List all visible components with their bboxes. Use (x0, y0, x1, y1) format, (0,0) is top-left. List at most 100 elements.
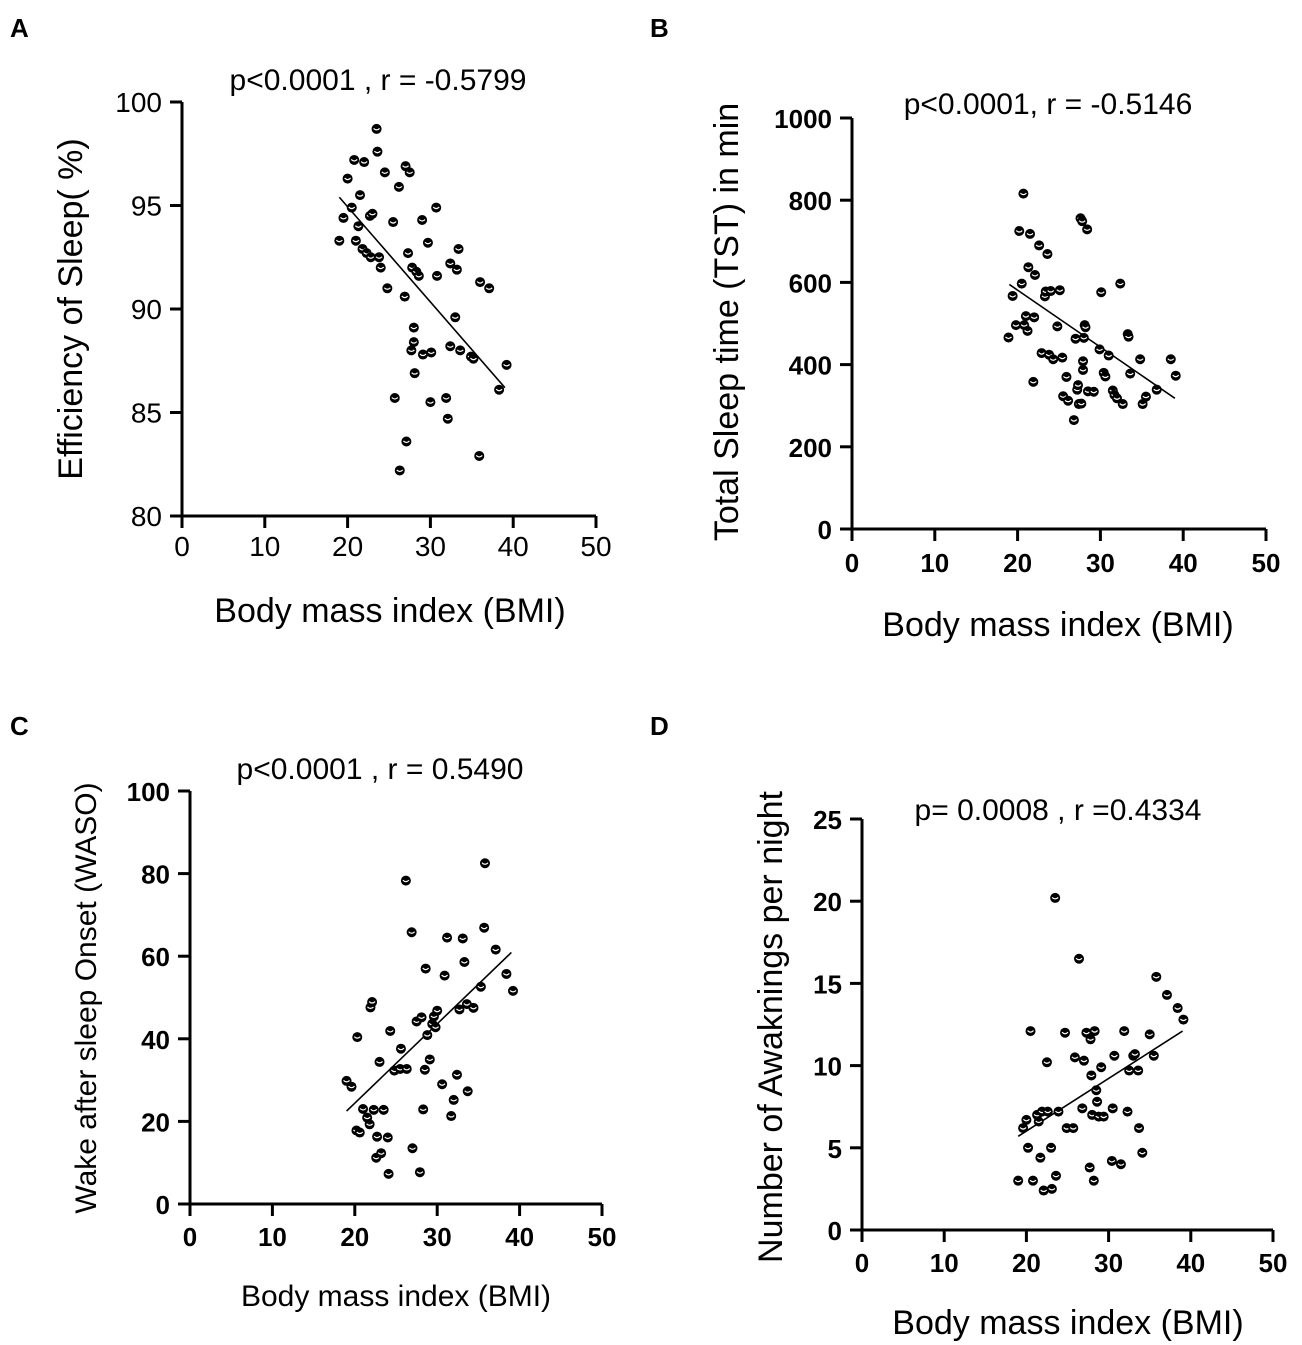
panel-b-data-point (1007, 290, 1018, 301)
panel-b-x-tick-label: 40 (1169, 548, 1198, 578)
panel-b-data-point (1029, 312, 1040, 323)
panel-b-label: B (650, 13, 669, 43)
panel-c-data-point (406, 927, 417, 938)
panel-b-x-tick-label: 50 (1252, 548, 1281, 578)
panel-b-data-point (1010, 320, 1021, 331)
panel-a-data-point (403, 248, 414, 259)
panel-b-data-point (1068, 415, 1079, 426)
panel-a-data-point (453, 243, 464, 254)
panel-d-data-point (1050, 1170, 1061, 1181)
panel-c-data-point (448, 1094, 459, 1105)
panel-b-data-point (1003, 332, 1014, 343)
panel-c-data-point (479, 858, 490, 869)
panel-d-data-point (1074, 953, 1085, 964)
panel-a-data-point (399, 291, 410, 302)
panel-c-x-tick-label: 50 (588, 1222, 617, 1252)
panel-a-data-point (408, 322, 419, 333)
panel-b-y-tick-label: 400 (789, 351, 832, 381)
panel-b-data-point (1054, 285, 1065, 296)
panel-a-data-point (401, 436, 412, 447)
panel-d-y-axis-title: Number of Awaknings per night (752, 791, 790, 1263)
panel-b-data-point (1025, 228, 1036, 239)
panel-a-data-point (426, 347, 437, 358)
panel-d-data-point (1109, 1050, 1120, 1061)
panel-a-data-point (367, 208, 378, 219)
panel-d-data-point (1035, 1152, 1046, 1163)
panel-c-y-tick-label: 40 (141, 1025, 170, 1055)
panel-b-data-point (1140, 391, 1151, 402)
panel-a-data-point (388, 217, 399, 228)
panel-d-plot: 0 5 10 15 20 25 0 10 20 30 40 50 (813, 805, 1287, 1278)
panel-b-data-point (1078, 332, 1089, 343)
panel-c-data-point (395, 1043, 406, 1054)
panel-a-data-point (334, 235, 345, 246)
panel-a-x-axis-title: Body mass index (BMI) (214, 592, 565, 630)
panel-b-x-tick-label: 30 (1086, 548, 1115, 578)
panel-c-y-tick-label: 100 (127, 777, 170, 807)
panel-d-data-point (1122, 1106, 1133, 1117)
panel-b-data-point (1022, 325, 1033, 336)
panel-a-y-axis-title: Efficiency of Sleep( %) (52, 138, 90, 479)
panel-d-data-point (1119, 1026, 1130, 1037)
panel-a-data-point (379, 167, 390, 178)
panel-d-data-point (1091, 1085, 1102, 1096)
panel-c-data-point (437, 1079, 448, 1090)
panel-b-data-point (1042, 249, 1053, 260)
panel-c-data-point (430, 1022, 441, 1033)
panel-a-data-point (404, 167, 415, 178)
panel-c-data-point (462, 1086, 473, 1097)
panel-c-data-point (451, 1069, 462, 1080)
panel-d-data-point (1021, 1114, 1032, 1125)
panel-b-data-point (1016, 278, 1027, 289)
panel-c-data-point (382, 1132, 393, 1143)
panel-d-data-point (1098, 1111, 1109, 1122)
panel-b-data-point (1070, 333, 1081, 344)
panel-b-data-point (1073, 380, 1084, 391)
panel-c-data-point (422, 1030, 433, 1041)
panel-a-data-point (365, 252, 376, 263)
panel-a-data-point (346, 202, 357, 213)
panel-c-x-tick-label: 10 (258, 1222, 287, 1252)
panel-d-data-point (1151, 971, 1162, 982)
panel-b-data-point (1123, 331, 1134, 342)
panel-a-x-tick-label: 20 (332, 531, 363, 562)
panel-d: D p= 0.0008 , r =0.4334 Body mass index … (650, 711, 1287, 1342)
panel-c-data-point (354, 1127, 365, 1138)
panel-c-y-tick-label: 20 (141, 1107, 170, 1137)
panel-b-data-point (1048, 354, 1059, 365)
panel-d-data-point (1085, 1034, 1096, 1045)
panel-b-annotation: p<0.0001, r = -0.5146 (904, 88, 1193, 121)
panel-a-data-point (382, 283, 393, 294)
panel-a-data-point (450, 312, 461, 323)
panel-a-y-tick-label: 80 (131, 501, 162, 532)
panel-d-data-point (1137, 1147, 1148, 1158)
panel-c-data-point (383, 1168, 394, 1179)
panel-d-x-tick-label: 50 (1259, 1248, 1288, 1278)
panel-b-y-tick-label: 200 (789, 433, 832, 463)
panel-d-data-point (1115, 1159, 1126, 1170)
panel-a-data-point (441, 393, 452, 404)
panel-c-y-tick-label: 0 (156, 1190, 170, 1220)
panel-d-data-point (1161, 989, 1172, 1000)
panel-a-data-point (393, 181, 404, 192)
panel-b-data-point (1078, 364, 1089, 375)
panel-d-data-point (1129, 1049, 1140, 1060)
panel-c-data-point (475, 981, 486, 992)
panel-b-data-point (1117, 399, 1128, 410)
panel-b-data-point (1094, 344, 1105, 355)
panel-a-plot: 80 85 90 95 100 0 10 20 30 40 50 (115, 87, 611, 562)
panel-a-data-point (350, 235, 361, 246)
panel-b-y-tick-label: 1000 (774, 104, 832, 134)
panel-a-data-point (409, 368, 420, 379)
panel-b-plot: 0 200 400 600 800 1000 0 10 20 30 40 50 (774, 104, 1280, 578)
panel-a-data-point (417, 214, 428, 225)
panel-a-data-point (372, 146, 383, 157)
panel-a-data-point (445, 258, 456, 269)
panel-c-data-point (446, 1111, 457, 1122)
panel-b-data-point (1061, 371, 1072, 382)
panel-d-data-point (1041, 1057, 1052, 1068)
panel-a-data-point (389, 393, 400, 404)
panel-c-data-point (376, 1148, 387, 1159)
panel-d-y-tick-label: 10 (813, 1052, 842, 1082)
